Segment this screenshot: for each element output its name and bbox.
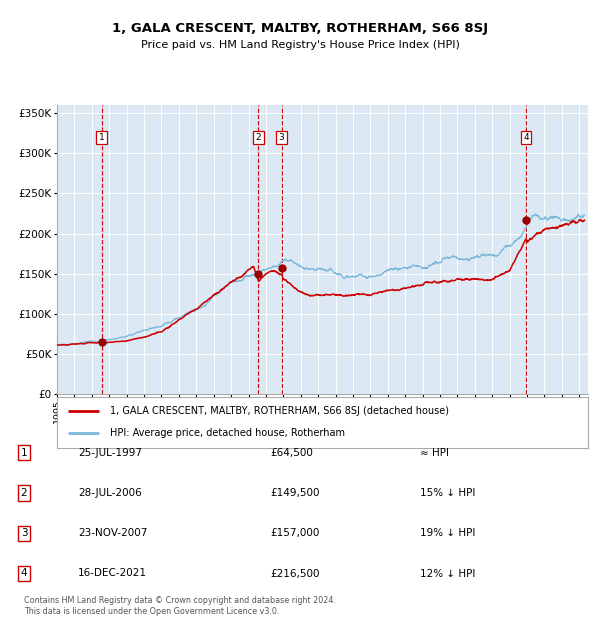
Text: 4: 4 [524, 133, 529, 142]
Text: £216,500: £216,500 [270, 569, 320, 578]
Text: 28-JUL-2006: 28-JUL-2006 [78, 488, 142, 498]
Text: £64,500: £64,500 [270, 448, 313, 458]
Text: 2: 2 [256, 133, 261, 142]
Text: 1: 1 [20, 448, 28, 458]
Text: 3: 3 [20, 528, 28, 538]
Text: Contains HM Land Registry data © Crown copyright and database right 2024.
This d: Contains HM Land Registry data © Crown c… [24, 596, 336, 616]
Text: 1, GALA CRESCENT, MALTBY, ROTHERHAM, S66 8SJ (detached house): 1, GALA CRESCENT, MALTBY, ROTHERHAM, S66… [110, 406, 449, 416]
Text: 19% ↓ HPI: 19% ↓ HPI [420, 528, 475, 538]
Text: 12% ↓ HPI: 12% ↓ HPI [420, 569, 475, 578]
Text: 1: 1 [98, 133, 104, 142]
Text: ≈ HPI: ≈ HPI [420, 448, 449, 458]
Text: 15% ↓ HPI: 15% ↓ HPI [420, 488, 475, 498]
Text: HPI: Average price, detached house, Rotherham: HPI: Average price, detached house, Roth… [110, 428, 345, 438]
Text: Price paid vs. HM Land Registry's House Price Index (HPI): Price paid vs. HM Land Registry's House … [140, 40, 460, 50]
Text: 23-NOV-2007: 23-NOV-2007 [78, 528, 148, 538]
Text: £157,000: £157,000 [270, 528, 319, 538]
Text: 16-DEC-2021: 16-DEC-2021 [78, 569, 147, 578]
Text: 3: 3 [279, 133, 284, 142]
Text: £149,500: £149,500 [270, 488, 320, 498]
Text: 4: 4 [20, 569, 28, 578]
Text: 25-JUL-1997: 25-JUL-1997 [78, 448, 142, 458]
Text: 2: 2 [20, 488, 28, 498]
Text: 1, GALA CRESCENT, MALTBY, ROTHERHAM, S66 8SJ: 1, GALA CRESCENT, MALTBY, ROTHERHAM, S66… [112, 22, 488, 35]
